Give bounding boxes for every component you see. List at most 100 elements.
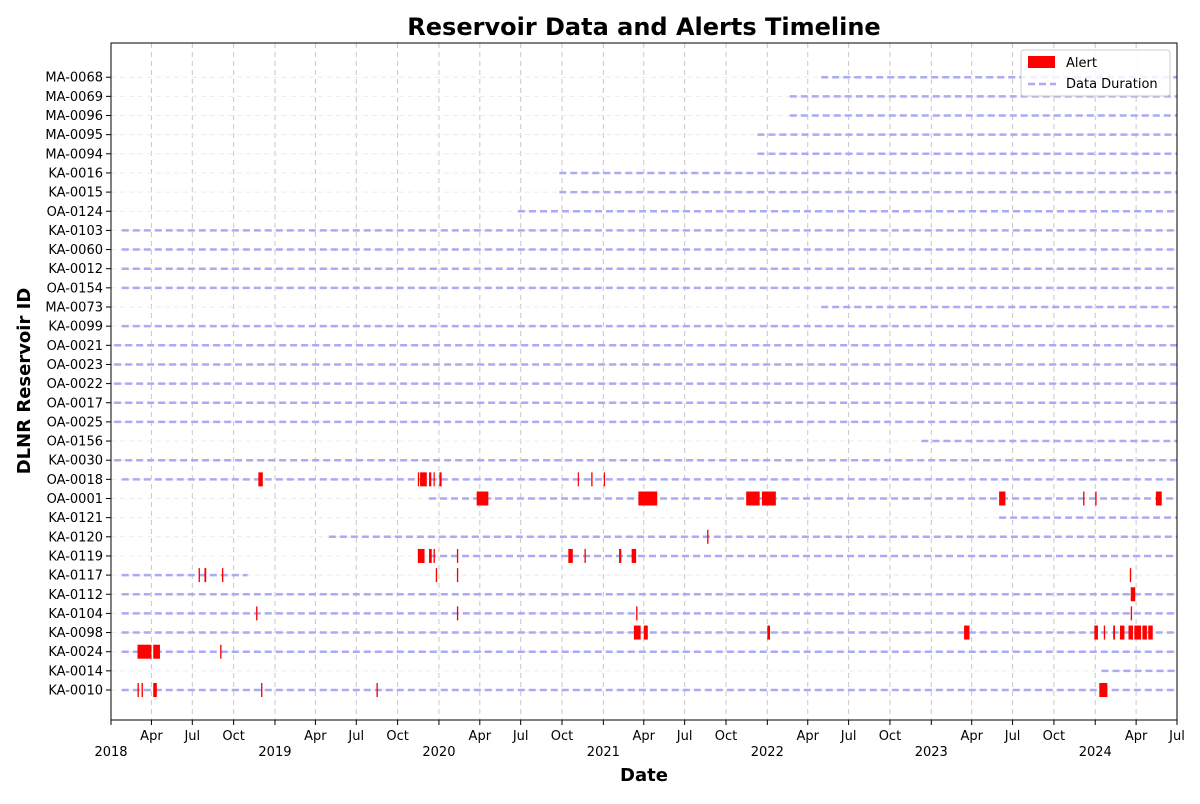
- alert-bar: [1129, 568, 1132, 583]
- y-tick-label: KA-0010: [48, 684, 103, 699]
- y-tick-label: MA-0094: [45, 147, 103, 162]
- x-tick-label: Jul: [347, 729, 364, 744]
- alert-bar: [1134, 625, 1142, 640]
- y-tick-label: OA-0001: [47, 492, 103, 507]
- y-tick-label: OA-0124: [47, 205, 103, 220]
- alert-bar: [1142, 625, 1147, 640]
- y-tick-label: KA-0117: [48, 569, 103, 584]
- x-tick-label: 2021: [587, 745, 620, 760]
- x-tick-label: 2020: [422, 745, 455, 760]
- alert-bar: [456, 548, 459, 563]
- alert-bar: [1113, 625, 1116, 640]
- alert-bar: [707, 529, 709, 544]
- y-tick-label: OA-0154: [47, 281, 103, 296]
- alert-bar: [417, 548, 425, 563]
- alert-bar: [1128, 625, 1133, 640]
- alert-bar: [631, 548, 637, 563]
- alert-bar: [137, 683, 139, 697]
- alert-bar: [476, 491, 489, 506]
- alert-bar: [761, 491, 776, 506]
- x-tick-label: Jul: [1004, 729, 1021, 744]
- x-tick-label: 2022: [751, 745, 784, 760]
- y-tick-label: OA-0023: [47, 358, 103, 373]
- x-tick-label: Apr: [960, 729, 983, 744]
- x-tick-label: Apr: [1125, 729, 1148, 744]
- x-tick-label: Oct: [551, 729, 573, 744]
- alert-bar: [577, 472, 579, 487]
- y-tick-label: OA-0022: [47, 377, 103, 392]
- legend-box: [1020, 49, 1171, 97]
- y-tick-label: KA-0012: [48, 262, 103, 277]
- alert-bar: [1083, 491, 1085, 506]
- y-tick-label: KA-0015: [48, 186, 103, 201]
- alert-bar: [376, 683, 378, 697]
- alert-bar: [964, 625, 970, 640]
- y-tick-label: OA-0017: [47, 396, 103, 411]
- alert-bar: [261, 683, 263, 697]
- alert-bar: [435, 568, 438, 583]
- alert-bar: [1094, 625, 1098, 640]
- grid-layer: [111, 43, 1177, 720]
- alert-bar: [258, 472, 263, 487]
- y-tick-label: OA-0021: [47, 339, 103, 354]
- x-tick-label: Oct: [715, 729, 737, 744]
- x-tick-label: Jul: [840, 729, 857, 744]
- legend: Alert Data Duration: [1020, 49, 1171, 97]
- chart-title: Reservoir Data and Alerts Timeline: [407, 13, 880, 41]
- y-tick-label: KA-0060: [48, 243, 103, 258]
- alert-bar: [643, 625, 648, 640]
- alert-bar: [153, 644, 160, 659]
- x-tick-label: Jul: [676, 729, 693, 744]
- alert-bar: [198, 568, 200, 583]
- x-tick-label: 2024: [1079, 745, 1112, 760]
- x-tick-label: Apr: [469, 729, 492, 744]
- alert-bar: [1130, 587, 1136, 602]
- x-axis: 2018 Apr Jul Oct 2019 Apr Jul Oct 2020 Apr Jul Oct 2…: [94, 720, 1185, 760]
- alert-bar: [204, 568, 207, 583]
- alert-bar: [633, 625, 641, 640]
- y-tick-label: KA-0103: [48, 224, 103, 239]
- y-tick-label: KA-0112: [48, 588, 103, 603]
- y-tick-label: OA-0018: [47, 473, 103, 488]
- alert-bar: [1130, 606, 1133, 621]
- alert-bar: [433, 472, 435, 487]
- y-tick-label: KA-0016: [48, 166, 103, 181]
- x-tick-label: Oct: [1043, 729, 1065, 744]
- y-tick-label: KA-0104: [48, 607, 103, 622]
- y-tick-label: KA-0014: [48, 664, 103, 679]
- alert-bar: [433, 548, 435, 563]
- alert-bar: [141, 683, 143, 697]
- y-tick-label: KA-0098: [48, 626, 103, 641]
- alert-bar: [439, 472, 442, 487]
- alert-bar: [619, 548, 622, 563]
- legend-alert-swatch: [1028, 56, 1055, 68]
- alert-bar: [1119, 625, 1125, 640]
- alert-bar: [221, 568, 224, 583]
- alert-bar: [429, 472, 432, 487]
- y-tick-label: OA-0156: [47, 435, 103, 450]
- y-tick-label: KA-0121: [48, 511, 103, 526]
- x-tick-label: Jul: [183, 729, 200, 744]
- x-tick-label: Apr: [140, 729, 163, 744]
- alert-bar: [417, 472, 420, 487]
- alert-bar: [456, 606, 459, 621]
- alert-layer: [137, 472, 1162, 697]
- x-axis-label: Date: [620, 765, 668, 786]
- alert-bar: [603, 472, 605, 487]
- x-tick-label: Apr: [796, 729, 819, 744]
- alert-bar: [1155, 491, 1162, 506]
- y-tick-label: MA-0073: [45, 301, 103, 316]
- y-tick-label: KA-0024: [48, 645, 103, 660]
- alert-bar: [746, 491, 760, 506]
- alert-bar: [767, 625, 771, 640]
- alert-bar: [636, 606, 638, 621]
- legend-data-duration-label: Data Duration: [1066, 77, 1158, 92]
- alert-bar: [1148, 625, 1153, 640]
- x-tick-label: Oct: [879, 729, 901, 744]
- alert-bar: [638, 491, 658, 506]
- y-axis: MA-0068 MA-0069 MA-0096 MA-0095 MA-0094 KA-00…: [45, 71, 111, 699]
- alert-bar: [568, 548, 573, 563]
- alert-bar: [256, 606, 258, 621]
